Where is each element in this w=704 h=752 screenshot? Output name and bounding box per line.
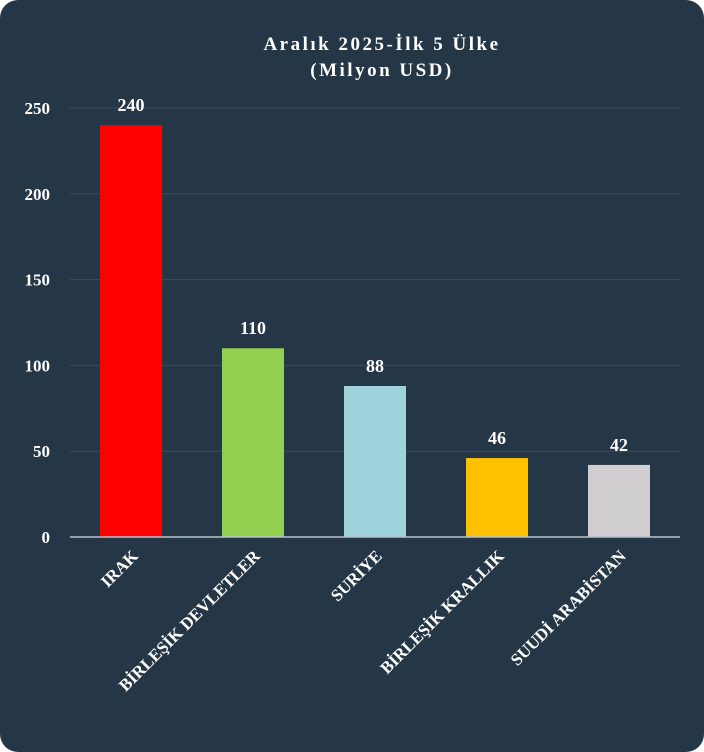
bar: [588, 464, 650, 537]
y-tick-label: 150: [25, 271, 51, 290]
data-label: 88: [366, 356, 384, 376]
data-label: 42: [610, 435, 628, 455]
x-tick-label: SUUDİ ARABİSTAN: [507, 546, 631, 670]
y-tick-label: 50: [33, 442, 50, 461]
bar: [222, 348, 284, 537]
chart-title-line-1: Aralık 2025-İlk 5 Ülke: [263, 34, 500, 55]
x-tick-label: BİRLEŞİK DEVLETLER: [115, 546, 264, 695]
bar: [100, 125, 162, 537]
bar: [466, 458, 528, 537]
data-label: 240: [118, 95, 145, 115]
data-label: 46: [488, 428, 506, 448]
x-tick-label: IRAK: [97, 546, 142, 591]
y-tick-label: 0: [42, 528, 51, 547]
data-label: 110: [240, 318, 266, 338]
y-tick-label: 200: [25, 185, 51, 204]
chart-title-line-2: (Milyon USD): [310, 60, 453, 81]
y-tick-label: 250: [25, 99, 51, 118]
y-tick-label: 100: [25, 356, 51, 375]
x-tick-label: SURİYE: [327, 546, 386, 605]
x-tick-label: BİRLEŞİK KRALLIK: [376, 546, 508, 678]
bar: [344, 385, 406, 537]
